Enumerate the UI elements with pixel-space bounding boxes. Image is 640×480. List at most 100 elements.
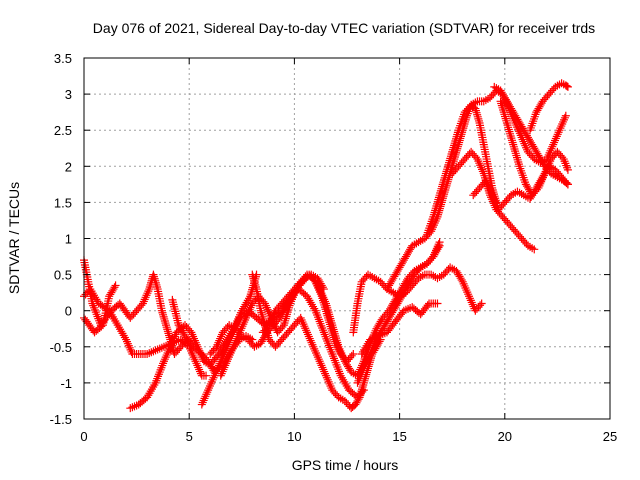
data-point — [444, 265, 453, 274]
data-point — [233, 332, 242, 341]
data-point — [474, 116, 483, 125]
data-point — [266, 317, 275, 326]
data-point — [250, 278, 259, 287]
data-point — [162, 351, 171, 360]
data-point — [553, 130, 562, 139]
data-point — [545, 159, 554, 168]
data-point — [270, 322, 279, 331]
data-point — [149, 270, 158, 279]
data-point — [314, 355, 323, 364]
data-point — [204, 386, 213, 395]
data-point — [321, 369, 330, 378]
data-point — [563, 165, 572, 174]
data-point — [433, 242, 442, 251]
data-point — [325, 379, 334, 388]
data-point — [161, 319, 170, 328]
data-point — [206, 379, 215, 388]
data-point — [245, 305, 254, 314]
data-point — [562, 82, 571, 91]
y-tick-label: 0.5 — [54, 268, 72, 283]
data-point — [299, 320, 308, 329]
data-point — [435, 238, 444, 247]
data-point — [213, 340, 222, 349]
data-point — [165, 344, 174, 353]
data-point — [547, 144, 556, 153]
data-point — [223, 357, 232, 366]
data-point — [248, 270, 257, 279]
data-points — [80, 79, 572, 413]
data-point — [313, 353, 322, 362]
data-point — [187, 348, 196, 357]
data-point — [221, 361, 230, 370]
data-point — [488, 191, 497, 200]
data-point — [162, 321, 171, 330]
data-point — [162, 323, 171, 332]
data-point — [160, 355, 169, 364]
data-point — [91, 293, 100, 302]
data-point — [296, 313, 305, 322]
data-point — [236, 326, 245, 335]
data-point — [501, 112, 510, 121]
data-point — [337, 348, 346, 357]
data-point — [194, 363, 203, 372]
data-point — [191, 357, 200, 366]
data-point — [369, 341, 378, 350]
data-point — [326, 381, 335, 390]
data-point — [473, 112, 482, 121]
y-tick-label: 1.5 — [54, 195, 72, 210]
data-series — [80, 281, 120, 337]
data-point — [248, 272, 257, 281]
data-point — [550, 136, 559, 145]
data-point — [487, 189, 496, 198]
data-point — [537, 177, 546, 186]
data-point — [202, 390, 211, 399]
data-point — [116, 325, 125, 334]
data-point — [349, 350, 358, 359]
data-point — [168, 336, 177, 345]
data-point — [199, 396, 208, 405]
data-point — [142, 291, 151, 300]
x-tick-label: 0 — [80, 429, 87, 444]
data-point — [111, 281, 120, 290]
data-point — [336, 346, 345, 355]
data-point — [227, 346, 236, 355]
x-tick-label: 25 — [603, 429, 617, 444]
data-point — [323, 375, 332, 384]
data-point — [466, 296, 475, 305]
data-point — [318, 291, 327, 300]
data-point — [367, 347, 376, 356]
data-point — [540, 169, 549, 178]
data-point — [160, 317, 169, 326]
data-point — [502, 118, 511, 127]
data-point — [356, 389, 365, 398]
data-point — [111, 317, 120, 326]
data-point — [354, 395, 363, 404]
data-point — [107, 310, 116, 319]
data-point — [521, 141, 530, 150]
data-point — [458, 277, 467, 286]
data-point — [311, 346, 320, 355]
data-point — [188, 351, 197, 360]
data-point — [200, 394, 209, 403]
data-point — [484, 182, 493, 191]
data-point — [482, 178, 491, 187]
data-point — [201, 392, 210, 401]
data-point — [559, 117, 568, 126]
data-point — [163, 325, 172, 334]
y-tick-label: 0 — [65, 304, 72, 319]
data-point — [187, 328, 196, 337]
data-point — [468, 300, 477, 309]
x-tick-label: 10 — [287, 429, 301, 444]
data-point — [341, 379, 350, 388]
data-point — [192, 359, 201, 368]
data-point — [467, 298, 476, 307]
data-point — [141, 293, 150, 302]
data-point — [473, 155, 482, 164]
data-point — [212, 342, 221, 351]
data-point — [317, 361, 326, 370]
data-point — [203, 388, 212, 397]
data-point — [256, 306, 265, 315]
data-point — [303, 330, 312, 339]
data-point — [190, 334, 199, 343]
data-point — [513, 153, 522, 162]
